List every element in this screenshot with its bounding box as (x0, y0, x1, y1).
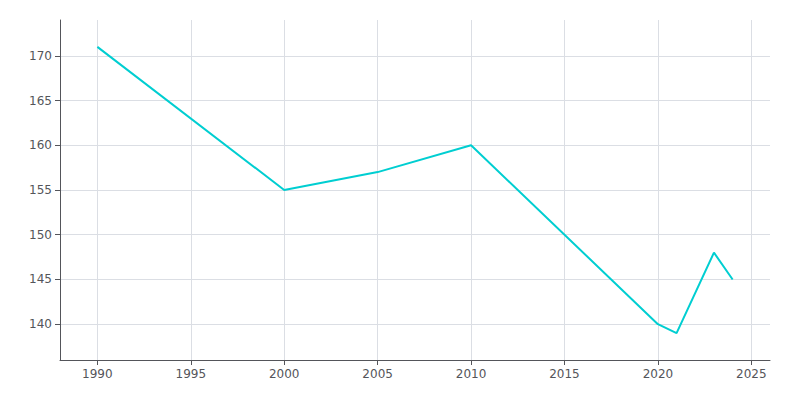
svg-text:2005: 2005 (362, 367, 393, 381)
svg-text:145: 145 (29, 272, 52, 286)
svg-text:2000: 2000 (269, 367, 300, 381)
svg-text:2025: 2025 (736, 367, 767, 381)
svg-text:1995: 1995 (176, 367, 207, 381)
svg-text:1990: 1990 (82, 367, 113, 381)
svg-text:2015: 2015 (549, 367, 580, 381)
svg-text:155: 155 (29, 183, 52, 197)
svg-text:170: 170 (29, 49, 52, 63)
svg-text:150: 150 (29, 228, 52, 242)
svg-text:160: 160 (29, 138, 52, 152)
svg-text:2010: 2010 (456, 367, 487, 381)
svg-text:165: 165 (29, 94, 52, 108)
svg-text:140: 140 (29, 317, 52, 331)
svg-text:2020: 2020 (643, 367, 674, 381)
